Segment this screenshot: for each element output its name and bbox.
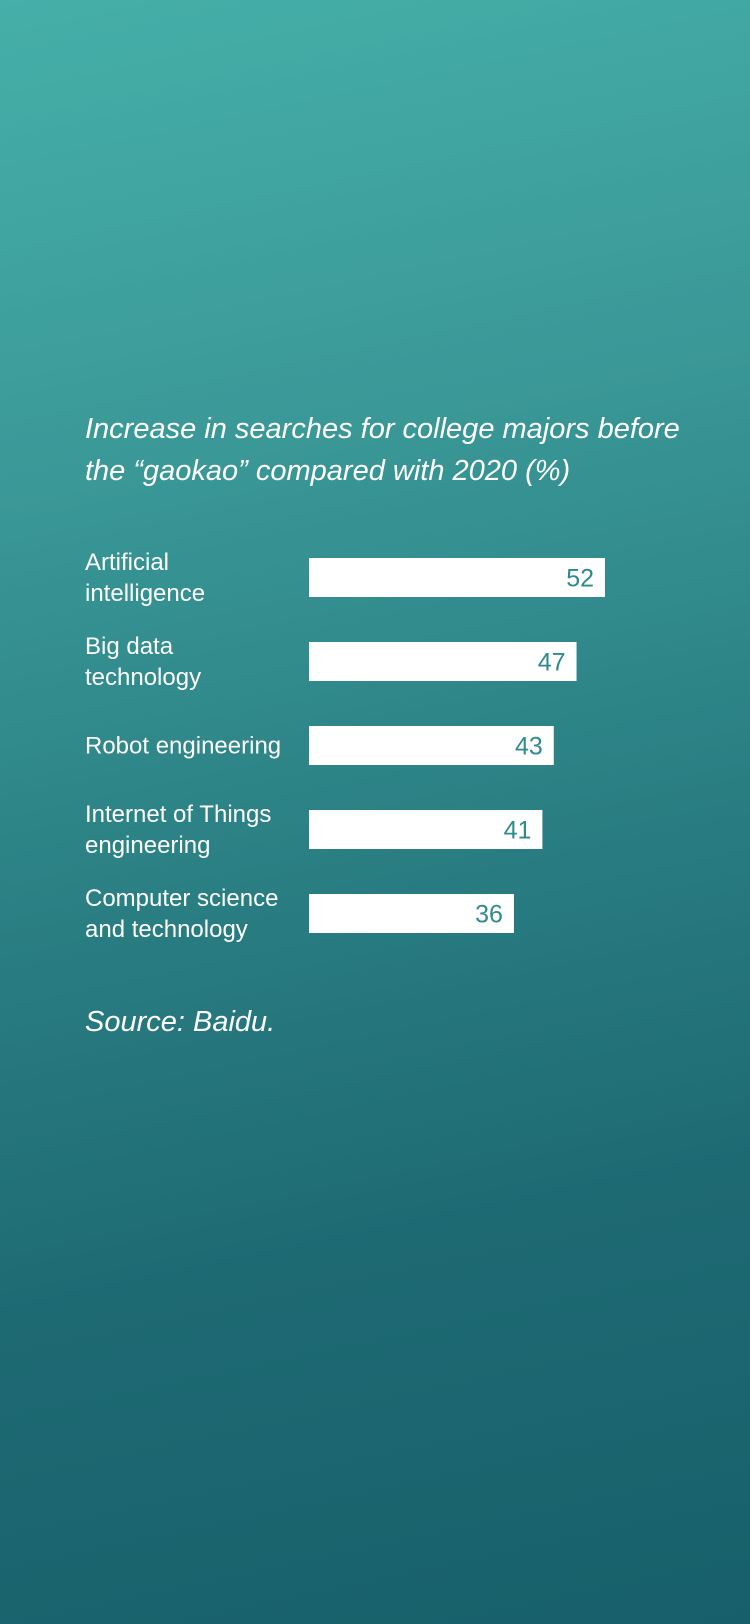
category-label-line: Big data [85, 633, 174, 660]
bar-value-label: 43 [515, 733, 543, 761]
bar [309, 726, 554, 765]
chart-title-line-1: Increase in searches for college majors … [85, 413, 680, 445]
bar [309, 558, 605, 597]
category-label-line: and technology [85, 916, 248, 943]
category-label-line: engineering [85, 832, 210, 859]
category-label-line: Robot engineering [85, 733, 281, 760]
bar-value-label: 47 [538, 649, 566, 677]
source-note: Source: Baidu. [85, 1006, 276, 1038]
bar [309, 642, 577, 681]
category-label: Artificial intelligence [85, 549, 205, 607]
category-label: Internet of Things engineering [85, 801, 271, 859]
category-label-line: Artificial [85, 549, 169, 576]
category-label: Big data technology [85, 633, 201, 691]
bar [309, 894, 514, 933]
category-label: Robot engineering [85, 733, 281, 760]
bar-value-label: 52 [566, 565, 594, 593]
bar-value-label: 36 [475, 901, 503, 929]
category-label-line: intelligence [85, 580, 205, 607]
category-label-line: Internet of Things [85, 801, 271, 828]
chart-title-line-2: the “gaokao” compared with 2020 (%) [85, 455, 571, 487]
chart-title: Increase in searches for college majors … [85, 408, 705, 492]
bar-value-label: 41 [504, 817, 532, 845]
category-label-line: technology [85, 664, 201, 691]
category-label: Computer science and technology [85, 885, 278, 943]
bar [309, 810, 543, 849]
category-label-line: Computer science [85, 885, 278, 912]
